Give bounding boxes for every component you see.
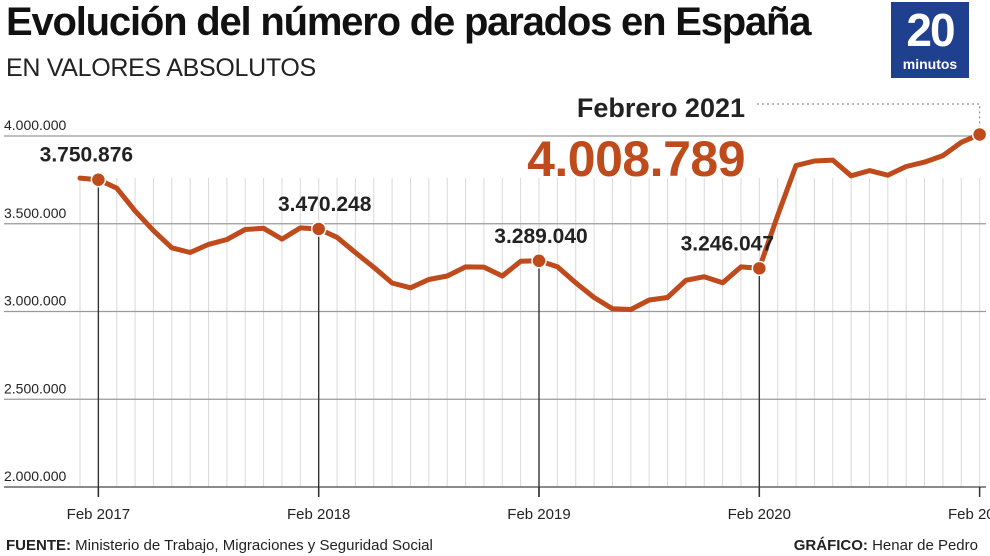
series-line-parados	[77, 132, 983, 312]
credit-label: GRÁFICO:	[793, 537, 868, 554]
x-tick-label: Feb 2020	[728, 506, 791, 523]
credit-note: GRÁFICO: Henar de Pedro	[794, 537, 978, 554]
x-tick-label: Feb 2019	[507, 506, 570, 523]
highlight-value: 4.008.789	[527, 131, 745, 187]
source-text: Ministerio de Trabajo, Migraciones y Seg…	[71, 537, 433, 554]
data-point-marker	[90, 171, 107, 188]
data-label: 3.470.248	[278, 193, 372, 216]
data-label: 3.289.040	[494, 225, 587, 248]
credit-text: Henar de Pedro	[867, 537, 978, 554]
logo-word: minutos	[902, 56, 958, 72]
data-point-marker	[310, 221, 327, 237]
logo-number: 20	[906, 4, 955, 56]
y-tick-label: 2.500.000	[4, 380, 66, 396]
data-point-marker	[531, 253, 547, 269]
data-label: 3.750.876	[40, 144, 133, 167]
x-tick-label: Feb 2021	[948, 506, 990, 523]
x-tick-label: Feb 2018	[287, 506, 350, 523]
source-label: FUENTE:	[6, 537, 71, 554]
20minutos-logo: 20 minutos	[891, 2, 969, 78]
y-tick-label: 4.000.000	[4, 117, 66, 133]
highlight-label: Febrero 2021	[576, 93, 745, 123]
source-note: FUENTE: Ministerio de Trabajo, Migracion…	[6, 537, 433, 554]
y-tick-label: 3.000.000	[4, 293, 66, 309]
highlight-leader-line	[757, 103, 981, 129]
data-point-marker	[751, 260, 768, 277]
y-tick-label: 2.000.000	[4, 468, 66, 484]
chart-subtitle: EN VALORES ABSOLUTOS	[6, 54, 316, 82]
data-point-marker	[971, 126, 988, 143]
y-tick-label: 3.500.000	[4, 205, 66, 221]
x-tick-label: Feb 2017	[67, 506, 130, 523]
chart-title: Evolución del número de parados en Españ…	[6, 0, 812, 44]
data-label: 3.246.047	[681, 232, 774, 255]
